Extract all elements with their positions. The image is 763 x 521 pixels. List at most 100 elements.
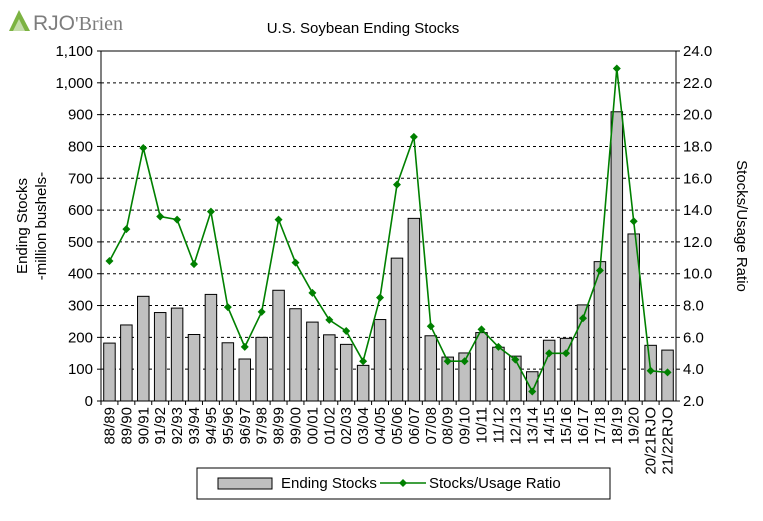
left-tick-label: 700	[68, 170, 93, 187]
x-tick-label: 06/07	[406, 407, 423, 445]
right-tick-label: 20.0	[683, 107, 712, 124]
right-tick-label: 2.0	[683, 393, 704, 410]
point-stocks-usage	[494, 342, 503, 351]
bar-ending-stocks	[103, 342, 116, 402]
bar-ending-stocks	[255, 336, 268, 402]
x-tick-label: 16/17	[575, 407, 592, 445]
point-stocks-usage	[105, 257, 114, 265]
bar-ending-stocks	[238, 358, 251, 402]
legend-bar-swatch	[217, 477, 273, 490]
bar-ending-stocks	[120, 324, 133, 402]
brand-mark-inner-icon	[13, 19, 25, 31]
right-tick-label: 4.0	[683, 361, 704, 378]
right-tick-label: 22.0	[683, 75, 712, 92]
bar-ending-stocks	[407, 217, 421, 402]
line-stocks-usage	[108, 68, 668, 394]
point-stocks-usage	[190, 260, 199, 269]
bar-ending-stocks	[170, 307, 184, 402]
left-tick-label: 500	[68, 234, 93, 251]
point-stocks-usage	[460, 357, 469, 366]
point-stocks-usage	[206, 207, 215, 216]
x-tick-label: 05/06	[389, 407, 406, 445]
left-tick-label: 1,100	[55, 43, 93, 60]
point-stocks-usage	[578, 314, 587, 323]
bar-ending-stocks	[289, 308, 302, 402]
left-tick-label: 300	[68, 298, 93, 315]
point-stocks-usage	[646, 366, 655, 375]
point-stocks-usage	[392, 180, 401, 189]
point-stocks-usage	[291, 258, 300, 267]
left-axis-ticks: 0 100 200 300 400 500 600 700 800 900 1,000 1,100	[55, 43, 101, 410]
brand-name: RJO'Brien	[33, 12, 123, 35]
point-stocks-usage	[562, 349, 571, 358]
bar-ending-stocks	[306, 321, 319, 402]
x-tick-label: 88/89	[102, 407, 119, 445]
bar-ending-stocks	[492, 346, 505, 402]
x-tick-label: 89/90	[118, 407, 135, 445]
point-stocks-usage	[426, 322, 435, 331]
x-tick-label: 98/99	[271, 407, 288, 445]
bar-ending-stocks	[356, 364, 370, 402]
right-tick-label: 18.0	[683, 138, 712, 155]
bar-ending-stocks	[272, 289, 285, 402]
point-stocks-usage	[139, 144, 148, 153]
bar-ending-stocks	[204, 293, 218, 402]
point-stocks-usage	[240, 342, 249, 351]
left-tick-label: 400	[68, 266, 93, 283]
right-tick-label: 14.0	[683, 202, 712, 219]
plot-frame	[100, 50, 677, 402]
gridlines	[101, 82, 676, 370]
x-tick-label: 96/97	[237, 407, 254, 445]
right-tick-label: 12.0	[683, 234, 712, 251]
right-tick-label: 16.0	[683, 170, 712, 187]
x-tick-label: 02/03	[338, 407, 355, 445]
bar-ending-stocks	[390, 257, 404, 402]
right-tick-label: 6.0	[683, 329, 704, 346]
x-tick-label: 14/15	[541, 407, 558, 445]
legend-label-stocks-usage: Stocks/Usage Ratio	[429, 475, 561, 492]
y-left-label-line1: Ending Stocks	[14, 178, 31, 274]
point-stocks-usage	[325, 315, 334, 324]
point-stocks-usage	[663, 368, 672, 377]
x-tick-label: 90/91	[135, 407, 152, 445]
x-tick-label: 20/21RJO	[643, 407, 660, 475]
point-stocks-usage	[274, 215, 283, 224]
point-stocks-usage	[629, 217, 638, 226]
left-tick-label: 800	[68, 138, 93, 155]
left-tick-label: 1,000	[55, 75, 93, 92]
point-stocks-usage	[173, 215, 182, 224]
brand-logo: RJO'Brien	[9, 10, 123, 35]
point-stocks-usage	[511, 355, 520, 364]
x-tick-label: 12/13	[507, 407, 524, 445]
chart-title: U.S. Soybean Ending Stocks	[267, 20, 460, 37]
bar-ending-stocks	[526, 371, 539, 402]
right-tick-label: 8.0	[683, 298, 704, 315]
x-tick-label: 19/20	[626, 407, 643, 445]
right-tick-label: 24.0	[683, 43, 712, 60]
bar-ending-stocks	[475, 332, 488, 402]
legend-label-ending-stocks: Ending Stocks	[281, 475, 377, 492]
x-tick-label: 13/14	[524, 407, 541, 445]
point-stocks-usage	[595, 266, 604, 275]
legend-diamond-marker	[399, 479, 407, 487]
left-tick-label: 600	[68, 202, 93, 219]
x-tick-label: 93/94	[186, 407, 203, 445]
x-tick-label: 01/02	[321, 407, 338, 445]
point-stocks-usage	[223, 303, 232, 312]
bar-ending-stocks	[373, 319, 387, 402]
left-tick-label: 100	[68, 361, 93, 378]
right-axis-ticks: 2.0 4.0 6.0 8.0 10.0 12.0 14.0 16.0 18.0 20.0 22.0…	[676, 43, 712, 410]
legend: Ending Stocks Stocks/Usage Ratio	[196, 467, 611, 500]
x-tick-label: 94/95	[203, 407, 220, 445]
point-stocks-usage	[257, 307, 266, 316]
left-tick-label: 0	[85, 393, 93, 410]
y-right-label: Stocks/Usage Ratio	[733, 160, 750, 292]
bar-ending-stocks	[424, 335, 438, 402]
x-tick-label: 10/11	[474, 407, 491, 443]
line-series	[105, 64, 672, 396]
x-tick-label: 18/19	[609, 407, 626, 445]
left-tick-label: 900	[68, 107, 93, 124]
x-tick-label: 00/01	[304, 407, 321, 445]
